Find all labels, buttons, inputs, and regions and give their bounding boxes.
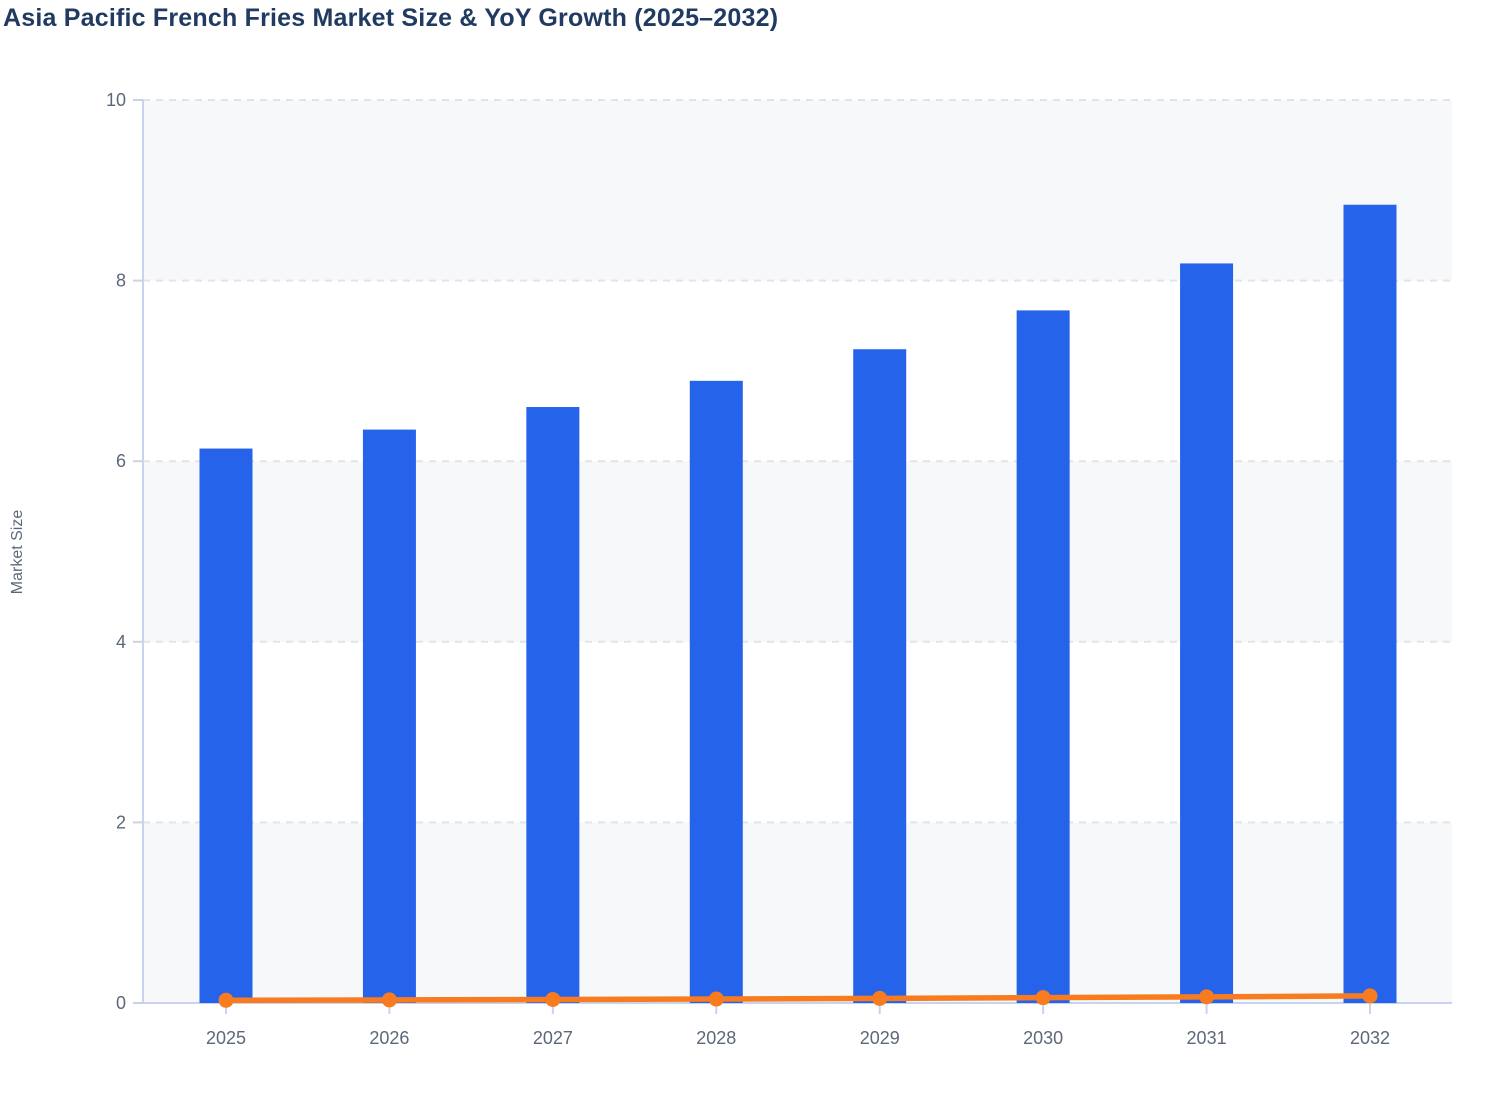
x-tick-label: 2028 bbox=[696, 1028, 736, 1048]
x-tick-label: 2026 bbox=[369, 1028, 409, 1048]
y-tick-label: 4 bbox=[116, 632, 126, 652]
bar-2031[interactable] bbox=[1180, 263, 1234, 1003]
x-tick-label: 2027 bbox=[533, 1028, 573, 1048]
x-tick-label: 2032 bbox=[1350, 1028, 1390, 1048]
yoy-point-2031[interactable] bbox=[1199, 989, 1215, 1005]
bar-2029[interactable] bbox=[853, 349, 907, 1003]
plot-band bbox=[143, 461, 1452, 642]
y-tick-label: 2 bbox=[116, 812, 126, 832]
x-tick-label: 2029 bbox=[860, 1028, 900, 1048]
yoy-point-2032[interactable] bbox=[1362, 988, 1378, 1004]
x-tick-label: 2025 bbox=[206, 1028, 246, 1048]
plot-band bbox=[143, 280, 1452, 462]
bar-2026[interactable] bbox=[362, 429, 416, 1004]
yoy-growth-line[interactable] bbox=[223, 993, 1373, 1004]
bar-2025[interactable] bbox=[199, 448, 253, 1004]
plot-band bbox=[143, 822, 1452, 1003]
y-tick-label: 10 bbox=[106, 90, 126, 110]
bar-2032[interactable] bbox=[1343, 204, 1397, 1004]
x-tick-label: 2030 bbox=[1023, 1028, 1063, 1048]
yoy-point-2025[interactable] bbox=[218, 992, 234, 1008]
yoy-point-2030[interactable] bbox=[1035, 990, 1051, 1006]
yoy-point-2026[interactable] bbox=[381, 992, 397, 1008]
plot-band bbox=[143, 100, 1452, 281]
y-tick-label: 0 bbox=[116, 993, 126, 1013]
plot-band bbox=[143, 641, 1452, 823]
yoy-point-2029[interactable] bbox=[872, 990, 888, 1006]
y-tick-label: 6 bbox=[116, 451, 126, 471]
yoy-point-2027[interactable] bbox=[545, 991, 561, 1007]
yoy-point-2028[interactable] bbox=[708, 991, 724, 1007]
chart-title: Asia Pacific French Fries Market Size & … bbox=[3, 4, 779, 32]
bar-2028[interactable] bbox=[689, 380, 743, 1003]
y-tick-label: 8 bbox=[116, 271, 126, 291]
bar-2027[interactable] bbox=[526, 407, 580, 1003]
x-tick-label: 2031 bbox=[1187, 1028, 1227, 1048]
bar-2030[interactable] bbox=[1016, 310, 1070, 1003]
